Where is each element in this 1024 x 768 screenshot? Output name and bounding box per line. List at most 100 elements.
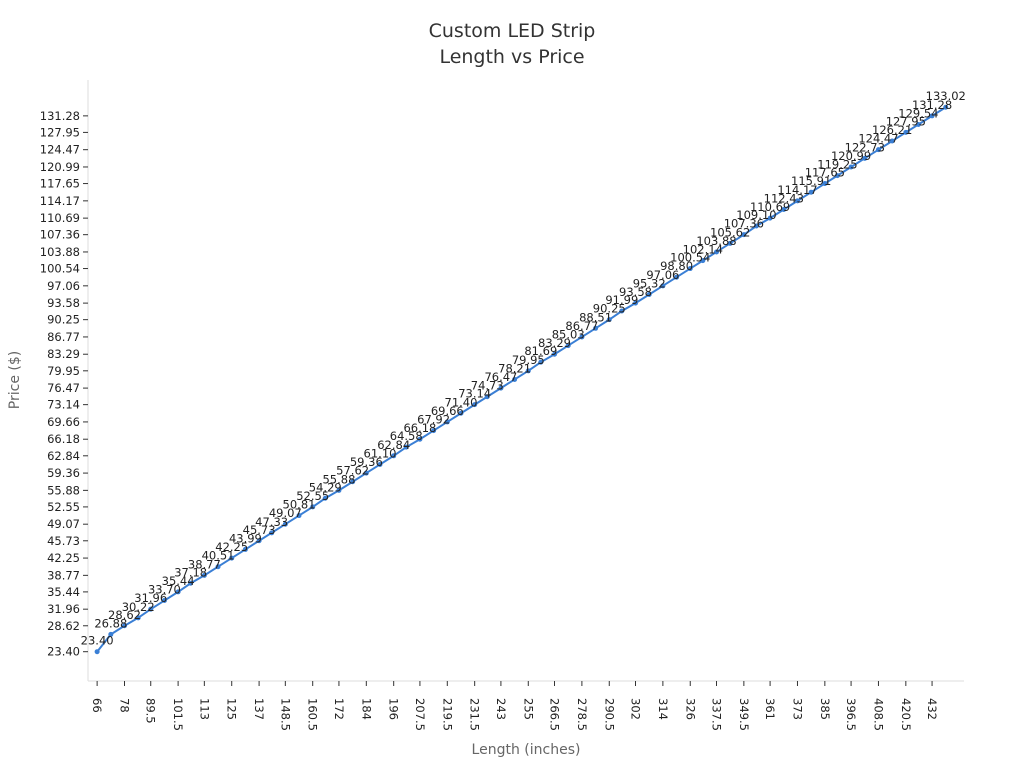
y-tick-label: 23.40 [47, 645, 80, 659]
data-point [794, 198, 800, 204]
y-tick-label: 38.77 [47, 568, 80, 582]
data-point [633, 300, 638, 306]
data-label: 71.40 [445, 395, 478, 409]
y-tick-label: 28.62 [47, 619, 80, 633]
data-label: 38.77 [188, 557, 221, 571]
data-label: 52.55 [296, 489, 329, 503]
data-point [646, 291, 652, 297]
y-axis-label: Price ($) [7, 350, 23, 410]
x-tick-label: 385 [818, 698, 832, 720]
data-point [403, 444, 409, 450]
y-tick-label: 93.58 [47, 296, 80, 310]
data-label: 86.77 [565, 319, 598, 333]
data-label: 107.36 [724, 217, 764, 231]
data-label: 43.99 [229, 531, 262, 545]
data-point [753, 223, 759, 229]
data-label: 74.73 [471, 379, 504, 393]
data-point [808, 189, 814, 195]
data-label: 85.03 [552, 328, 585, 342]
data-point [161, 598, 167, 604]
data-point [94, 649, 100, 655]
data-point [336, 487, 342, 493]
data-point [552, 351, 558, 357]
data-label: 91.99 [605, 293, 638, 307]
data-label: 26.88 [94, 616, 127, 630]
data-point [229, 555, 235, 561]
data-label: 127.95 [886, 114, 926, 128]
y-tick-label: 42.25 [47, 551, 80, 565]
data-labels: 23.40 26.8828.6230.2231.9633.7035.4437.18… [81, 89, 966, 647]
data-point [781, 206, 787, 212]
chart-title-line-1: Custom LED Strip [428, 20, 596, 42]
data-point [687, 266, 693, 272]
y-tick-label: 131.28 [40, 109, 80, 123]
data-label: 57.62 [336, 464, 369, 478]
y-tick-label: 79.95 [47, 364, 80, 378]
y-tick-label: 31.96 [47, 602, 80, 616]
x-tick-label: 219.5 [440, 698, 454, 731]
chart-title-line-2: Length vs Price [439, 46, 585, 68]
data-label: 97.06 [646, 268, 679, 282]
data-point [538, 359, 544, 365]
data-point [834, 173, 840, 179]
y-tick-label: 90.25 [47, 313, 80, 327]
y-tick-label: 107.36 [40, 228, 80, 242]
x-tick-label: 290.5 [602, 698, 616, 731]
data-label: 47.33 [255, 515, 288, 529]
data-point [188, 580, 194, 586]
data-point [148, 606, 154, 612]
y-tick-label: 52.55 [47, 500, 80, 514]
data-point [915, 122, 921, 128]
x-tick-label: 432 [925, 698, 939, 720]
x-tick-label: 231.5 [468, 698, 482, 731]
data-label: 110.69 [750, 200, 790, 214]
data-point [512, 376, 518, 382]
data-label: 33.70 [148, 583, 181, 597]
data-point [903, 129, 909, 135]
x-tick-label: 66 [90, 698, 104, 713]
series-line [96, 106, 947, 653]
data-label: 95.32 [633, 276, 666, 290]
data-label: 109.10 [736, 208, 776, 222]
data-label: 67.92 [417, 413, 450, 427]
x-tick-label: 196 [387, 698, 401, 720]
data-label: 61.10 [364, 446, 397, 460]
data-point [135, 615, 141, 621]
data-label: 62.84 [377, 438, 410, 452]
y-tick-label: 120.99 [40, 160, 80, 174]
data-label: 122.73 [845, 140, 885, 154]
data-label: 105.62 [710, 225, 750, 239]
x-tick-label: 302 [629, 698, 643, 720]
data-label: 120.99 [831, 149, 871, 163]
data-point [417, 436, 423, 442]
data-label: 103.88 [696, 234, 736, 248]
x-tick-label: 184 [359, 698, 373, 720]
x-tick-label: 78 [118, 698, 132, 713]
data-label: 31.96 [134, 591, 167, 605]
data-point [363, 470, 369, 476]
data-point [822, 181, 828, 187]
y-tick-label: 86.77 [47, 330, 80, 344]
y-tick-label: 76.47 [47, 381, 80, 395]
y-tick-label: 97.06 [47, 279, 80, 293]
data-label: 114.17 [777, 183, 817, 197]
data-point [377, 461, 383, 467]
y-tick-label: 103.88 [40, 245, 80, 259]
data-point [579, 334, 585, 340]
data-point [875, 147, 881, 153]
data-point [498, 385, 504, 391]
data-point [310, 504, 316, 510]
data-point [929, 113, 935, 119]
data-point [484, 394, 490, 400]
data-label: 30.22 [122, 600, 155, 614]
data-label: 119.25 [817, 158, 857, 172]
data-label: 100.54 [670, 251, 710, 265]
x-tick-label: 113 [197, 698, 211, 720]
data-point [767, 215, 773, 221]
data-point [269, 530, 275, 536]
data-label: 69.66 [431, 404, 464, 418]
y-tick-label: 45.73 [47, 534, 80, 548]
data-label: 55.88 [322, 472, 355, 486]
data-point [175, 589, 181, 595]
